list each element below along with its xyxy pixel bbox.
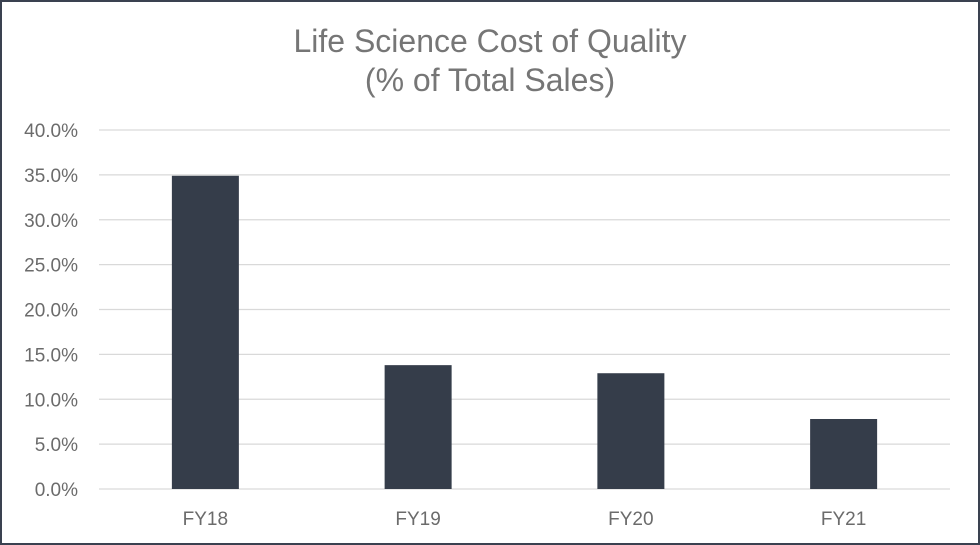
gridlines [99, 129, 950, 490]
chart-subtitle: (% of Total Sales) [364, 62, 616, 98]
y-tick-label: 0.0% [35, 480, 78, 501]
bar-fy18 [171, 175, 239, 489]
x-axis: FY18 FY19 FY20 FY21 [183, 509, 867, 530]
chart-title-block: Life Science Cost of Quality (% of Total… [2, 22, 978, 100]
bar-fy20 [597, 373, 665, 489]
y-axis: 0.0% 5.0% 10.0% 15.0% 20.0% 25.0% 30.0% 35.0% 40… [24, 121, 78, 501]
chart-title: Life Science Cost of Quality [293, 23, 687, 59]
x-tick-label: FY21 [821, 509, 866, 530]
y-tick-label: 40.0% [24, 121, 78, 142]
bars [171, 175, 878, 489]
bar-fy21 [810, 418, 878, 489]
y-tick-label: 25.0% [24, 256, 78, 277]
y-tick-label: 30.0% [24, 211, 78, 232]
y-tick-label: 5.0% [35, 435, 78, 456]
y-tick-label: 10.0% [24, 390, 78, 411]
x-tick-label: FY19 [395, 509, 440, 530]
x-tick-label: FY18 [183, 509, 228, 530]
y-tick-label: 20.0% [24, 301, 78, 322]
y-tick-label: 15.0% [24, 345, 78, 366]
x-tick-label: FY20 [608, 509, 653, 530]
bar-fy19 [384, 365, 452, 489]
y-tick-label: 35.0% [24, 166, 78, 187]
